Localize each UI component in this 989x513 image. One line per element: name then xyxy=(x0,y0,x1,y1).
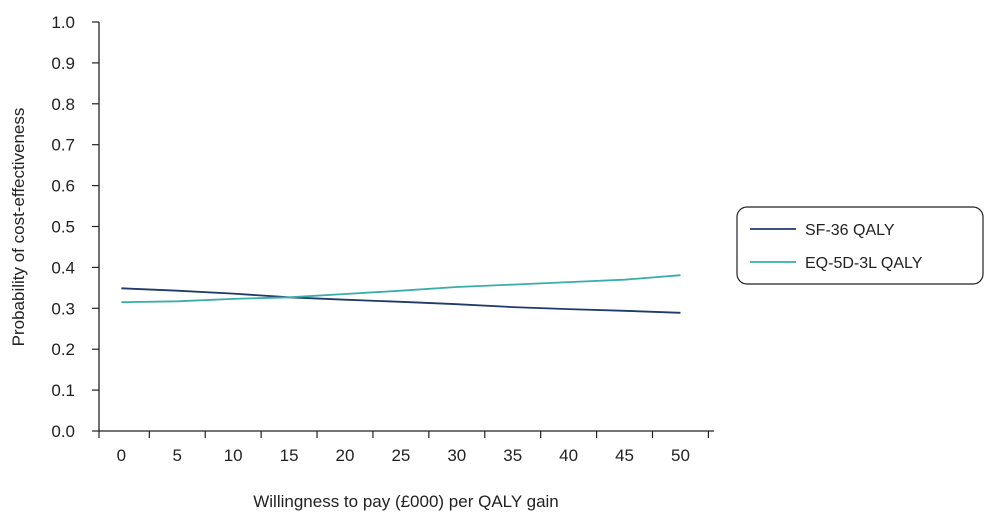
legend-box xyxy=(736,206,984,285)
y-tick-label: 0.1 xyxy=(51,381,75,400)
series-lines xyxy=(121,274,681,314)
y-tick-label: 1.0 xyxy=(51,13,75,32)
x-axis-title: Willingness to pay (£000) per QALY gain xyxy=(253,492,559,511)
y-tick-label: 0.2 xyxy=(51,340,75,359)
y-tick-label: 0.6 xyxy=(51,177,75,196)
legend: SF-36 QALY EQ-5D-3L QALY xyxy=(736,206,984,285)
x-tick-label: 20 xyxy=(336,446,355,465)
series-line-eq-5d-3l-qaly xyxy=(121,274,681,304)
x-tick-label: 15 xyxy=(280,446,299,465)
x-tick-label: 5 xyxy=(173,446,182,465)
axes xyxy=(98,22,714,432)
x-tick-label: 10 xyxy=(224,446,243,465)
x-tick-label: 25 xyxy=(391,446,410,465)
y-ticks: 0.0 0.1 0.2 0.3 0.4 0.5 0.6 0.7 0.8 0.9 1.0 xyxy=(51,13,99,441)
y-tick-label: 0.8 xyxy=(51,95,75,114)
legend-label-eq-5d-3l-qaly: EQ-5D-3L QALY xyxy=(805,255,923,272)
x-tick-label: 50 xyxy=(671,446,690,465)
x-tick-label: 45 xyxy=(615,446,634,465)
x-ticks: 0 5 10 15 20 25 30 35 40 45 50 xyxy=(98,431,710,465)
y-axis-title: Probability of cost-effectiveness xyxy=(9,108,28,347)
x-tick-label: 0 xyxy=(117,446,126,465)
legend-label-sf-36-qaly: SF-36 QALY xyxy=(805,222,895,239)
y-tick-label: 0.0 xyxy=(51,422,75,441)
series-line-sf-36-qaly xyxy=(121,287,681,314)
x-tick-label: 30 xyxy=(447,446,466,465)
y-tick-label: 0.7 xyxy=(51,136,75,155)
y-tick-label: 0.4 xyxy=(51,258,75,277)
y-tick-label: 0.3 xyxy=(51,299,75,318)
y-tick-label: 0.5 xyxy=(51,218,75,237)
x-tick-label: 40 xyxy=(559,446,578,465)
y-tick-label: 0.9 xyxy=(51,54,75,73)
x-tick-label: 35 xyxy=(503,446,522,465)
